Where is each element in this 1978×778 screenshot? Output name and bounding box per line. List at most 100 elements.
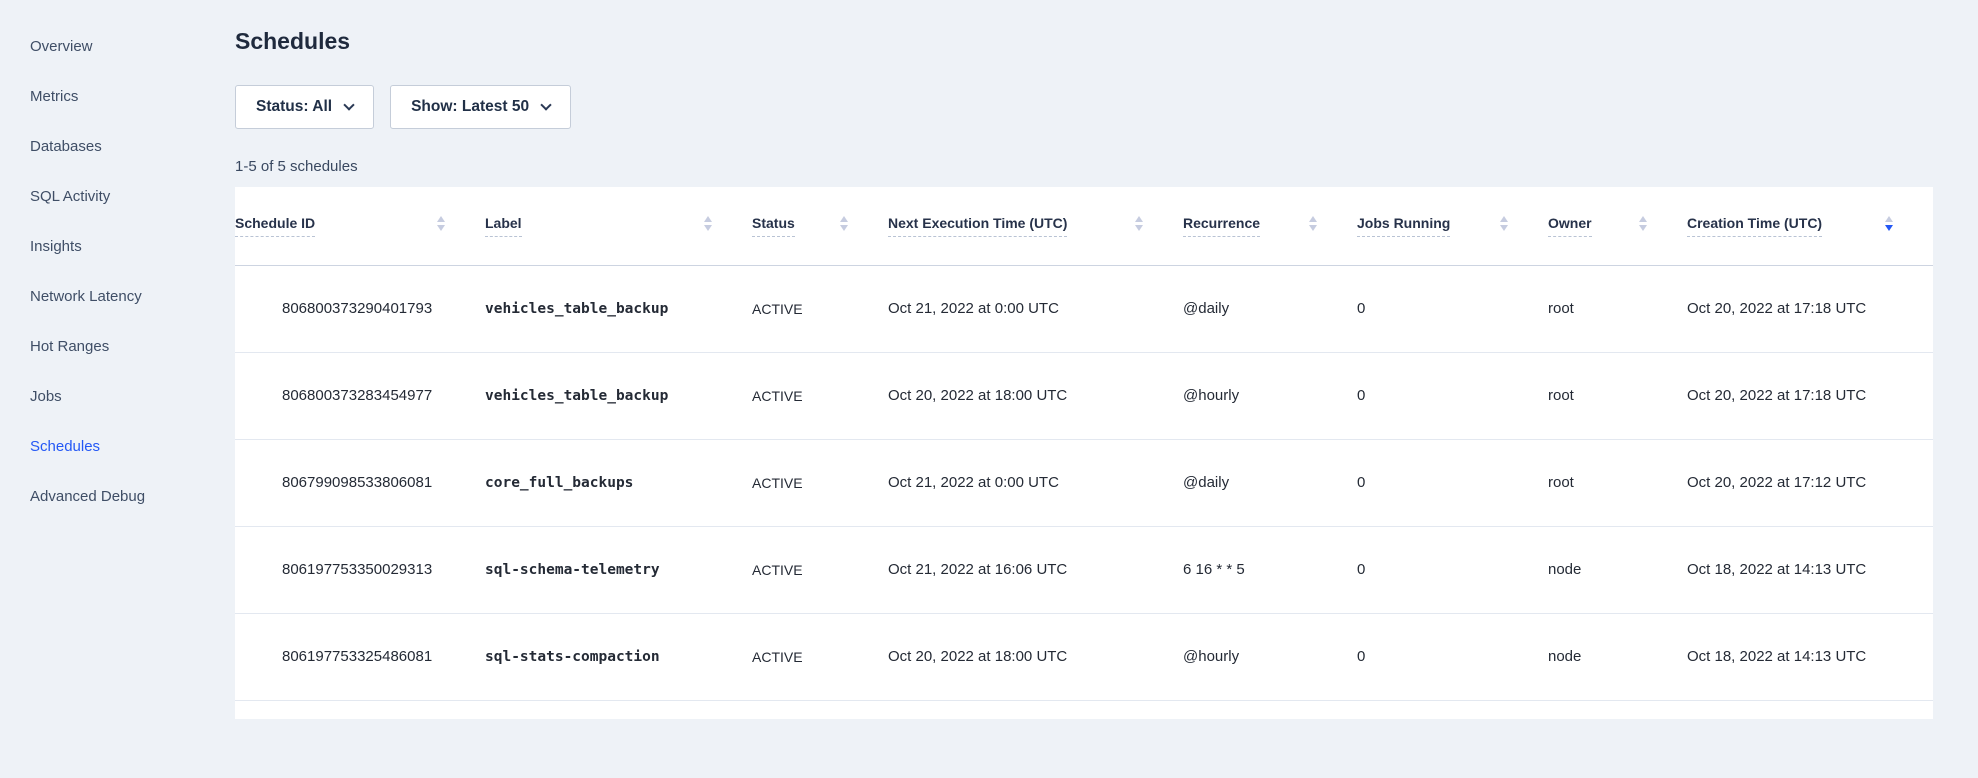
column-header: Recurrence (1183, 187, 1357, 266)
results-count: 1-5 of 5 schedules (235, 158, 358, 175)
cell-owner: root (1548, 439, 1687, 527)
cell-recurrence: 6 16 * * 5 (1183, 526, 1357, 614)
cell-creation-time: Oct 18, 2022 at 14:13 UTC (1687, 526, 1933, 614)
sort-down-icon (1885, 225, 1893, 232)
sidebar-item[interactable]: Insights (30, 238, 82, 255)
cell-status: ACTIVE (752, 526, 888, 614)
sort-down-icon (437, 225, 445, 232)
main-content: Schedules Status: All Show: Latest 50 1-… (235, 0, 1978, 778)
sort-up-icon (1135, 216, 1143, 223)
sidebar-item[interactable]: Hot Ranges (30, 338, 110, 355)
sort-icon[interactable] (1135, 216, 1143, 232)
cell-label: vehicles_table_backup (485, 352, 752, 440)
sidebar-item[interactable]: Metrics (30, 88, 79, 105)
cell-jobs-running: 0 (1357, 439, 1548, 527)
sort-icon[interactable] (1500, 216, 1508, 232)
column-header-label[interactable]: Owner (1548, 215, 1592, 237)
sort-down-icon (840, 225, 848, 232)
sidebar-item[interactable]: Databases (30, 138, 102, 155)
column-header-label[interactable]: Label (485, 215, 522, 237)
sidebar-item[interactable]: Jobs (30, 388, 62, 405)
column-header: Creation Time (UTC) (1687, 187, 1933, 266)
sort-icon[interactable] (1639, 216, 1647, 232)
sort-icon[interactable] (1309, 216, 1317, 232)
column-header: Schedule ID (235, 187, 485, 266)
table-row: 806197753350029313 sql-schema-telemetry … (235, 526, 1933, 614)
table-body: 806800373290401793 vehicles_table_backup… (235, 265, 1933, 701)
column-header: Status (752, 187, 888, 266)
sort-icon[interactable] (437, 216, 445, 232)
cell-recurrence: @hourly (1183, 352, 1357, 440)
column-header: Jobs Running (1357, 187, 1548, 266)
chevron-down-icon (343, 98, 355, 111)
cell-creation-time: Oct 20, 2022 at 17:12 UTC (1687, 439, 1933, 527)
cell-jobs-running: 0 (1357, 352, 1548, 440)
table-row: 806197753325486081 sql-stats-compaction … (235, 613, 1933, 701)
cell-schedule-id: 806197753325486081 (235, 613, 485, 701)
sort-down-icon (1309, 225, 1317, 232)
cell-recurrence: @daily (1183, 439, 1357, 527)
sort-down-icon (1500, 225, 1508, 232)
sort-up-icon (704, 216, 712, 223)
sidebar-item[interactable]: Overview (30, 38, 93, 55)
column-header: Label (485, 187, 752, 266)
cell-status: ACTIVE (752, 352, 888, 440)
sort-up-icon (1639, 216, 1647, 223)
sidebar-nav: Overview Metrics Databases SQL Activity … (0, 22, 235, 522)
filter-bar: Status: All Show: Latest 50 (235, 85, 1933, 129)
cell-next-execution: Oct 21, 2022 at 16:06 UTC (888, 526, 1183, 614)
column-header-label[interactable]: Next Execution Time (UTC) (888, 215, 1068, 237)
column-header: Next Execution Time (UTC) (888, 187, 1183, 266)
cell-schedule-id: 806800373283454977 (235, 352, 485, 440)
column-header-label[interactable]: Schedule ID (235, 215, 316, 237)
cell-label: sql-schema-telemetry (485, 526, 752, 614)
cell-next-execution: Oct 20, 2022 at 18:00 UTC (888, 352, 1183, 440)
show-filter-dropdown[interactable]: Show: Latest 50 (390, 85, 572, 129)
cell-schedule-id: 806800373290401793 (235, 265, 485, 353)
sidebar-item[interactable]: Schedules (30, 438, 101, 455)
schedules-table-panel: Schedule ID Label (235, 187, 1933, 719)
cell-recurrence: @hourly (1183, 613, 1357, 701)
column-header: Owner (1548, 187, 1687, 266)
sidebar-item[interactable]: Advanced Debug (30, 488, 146, 505)
cell-label: sql-stats-compaction (485, 613, 752, 701)
table-header: Schedule ID Label (235, 187, 1933, 266)
cell-jobs-running: 0 (1357, 265, 1548, 353)
sidebar: Overview Metrics Databases SQL Activity … (0, 0, 235, 778)
sidebar-item[interactable]: SQL Activity (30, 188, 111, 205)
cell-creation-time: Oct 18, 2022 at 14:13 UTC (1687, 613, 1933, 701)
sidebar-item[interactable]: Network Latency (30, 288, 142, 305)
cell-jobs-running: 0 (1357, 613, 1548, 701)
cell-next-execution: Oct 20, 2022 at 18:00 UTC (888, 613, 1183, 701)
sort-down-icon (704, 225, 712, 232)
cell-label: vehicles_table_backup (485, 265, 752, 353)
chevron-down-icon (540, 98, 552, 111)
cell-creation-time: Oct 20, 2022 at 17:18 UTC (1687, 265, 1933, 353)
cell-owner: root (1548, 352, 1687, 440)
table-row: 806800373283454977 vehicles_table_backup… (235, 352, 1933, 440)
cell-creation-time: Oct 20, 2022 at 17:18 UTC (1687, 352, 1933, 440)
sort-up-icon (840, 216, 848, 223)
table-row: 806800373290401793 vehicles_table_backup… (235, 265, 1933, 353)
sort-icon[interactable] (704, 216, 712, 232)
sort-up-icon (1309, 216, 1317, 223)
cell-status: ACTIVE (752, 265, 888, 353)
cell-schedule-id: 806197753350029313 (235, 526, 485, 614)
cell-owner: node (1548, 613, 1687, 701)
table-row: 806799098533806081 core_full_backups ACT… (235, 439, 1933, 527)
status-filter-dropdown[interactable]: Status: All (235, 85, 375, 129)
cell-owner: root (1548, 265, 1687, 353)
column-header-label[interactable]: Status (752, 215, 795, 237)
sort-icon[interactable] (1885, 216, 1893, 232)
sort-up-icon (437, 216, 445, 223)
show-filter-label: Show: Latest 50 (411, 98, 530, 115)
cell-status: ACTIVE (752, 613, 888, 701)
cell-next-execution: Oct 21, 2022 at 0:00 UTC (888, 439, 1183, 527)
column-header-label[interactable]: Recurrence (1183, 215, 1261, 237)
sort-down-icon (1135, 225, 1143, 232)
column-header-label[interactable]: Jobs Running (1357, 215, 1451, 237)
sort-icon[interactable] (840, 216, 848, 232)
cell-jobs-running: 0 (1357, 526, 1548, 614)
column-header-label[interactable]: Creation Time (UTC) (1687, 215, 1823, 237)
